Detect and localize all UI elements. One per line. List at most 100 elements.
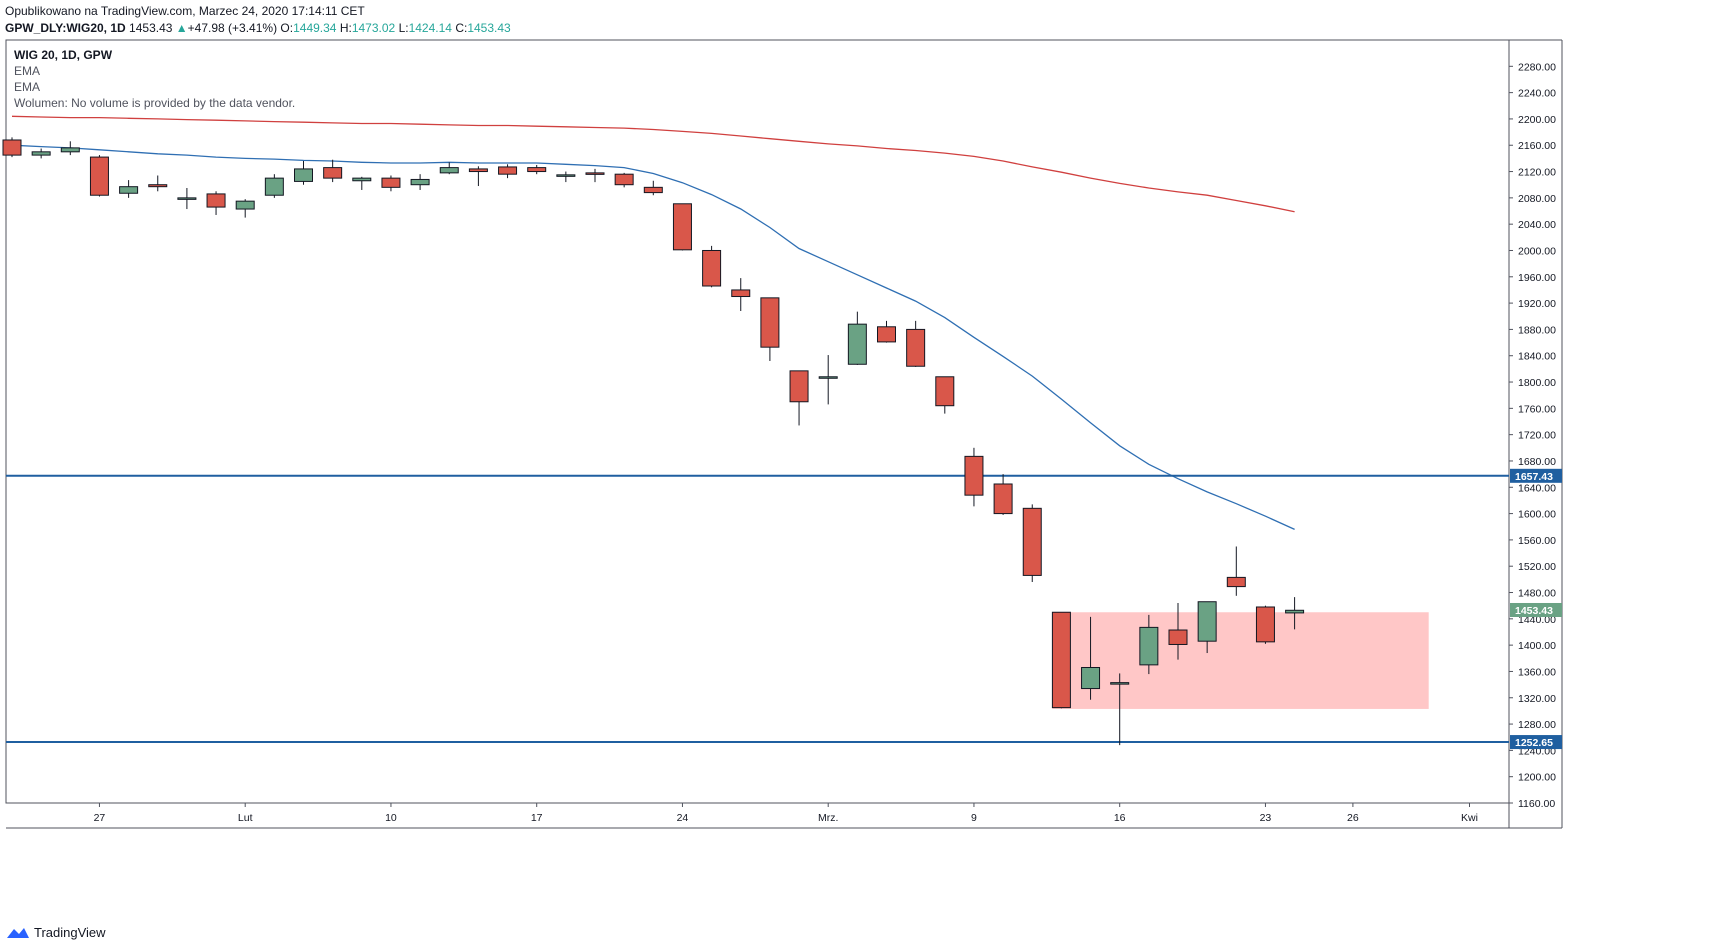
y-tick-label: 1160.00 xyxy=(1518,798,1555,810)
x-tick-label: 9 xyxy=(971,812,977,824)
y-tick-label: 1400.00 xyxy=(1518,640,1556,652)
level-price-label: 1657.43 xyxy=(1515,471,1553,483)
candle-body[interactable] xyxy=(818,376,838,379)
y-tick-label: 2080.00 xyxy=(1518,193,1556,205)
candle-body[interactable] xyxy=(2,139,22,156)
x-tick-label: 24 xyxy=(677,812,689,824)
symbol-name: GPW_DLY:WIG20, 1D xyxy=(5,21,126,35)
candle-body[interactable] xyxy=(439,167,459,174)
candle-body[interactable] xyxy=(789,370,809,403)
candle-body[interactable] xyxy=(381,177,401,188)
candle-body[interactable] xyxy=(1197,601,1217,642)
candle-body[interactable] xyxy=(585,172,605,175)
candle-body[interactable] xyxy=(177,197,197,200)
footer-brand-label: TradingView xyxy=(34,925,106,940)
candle-body[interactable] xyxy=(148,184,168,188)
x-tick-label: 17 xyxy=(531,812,543,824)
candle-body[interactable] xyxy=(1051,611,1071,709)
candle-body[interactable] xyxy=(468,168,488,173)
y-tick-label: 2120.00 xyxy=(1518,167,1556,179)
candle-body[interactable] xyxy=(760,297,780,348)
x-tick-label: 26 xyxy=(1347,812,1359,824)
support-zone-rectangle[interactable] xyxy=(1052,612,1429,709)
candle-body[interactable] xyxy=(731,289,751,298)
y-tick-label: 1760.00 xyxy=(1518,403,1556,415)
candle-body[interactable] xyxy=(964,455,984,496)
candle-body[interactable] xyxy=(1081,667,1101,690)
up-triangle-icon: ▲ xyxy=(175,21,188,35)
y-tick-label: 1880.00 xyxy=(1518,324,1556,336)
y-tick-label: 1600.00 xyxy=(1518,509,1556,521)
candle-body[interactable] xyxy=(847,323,867,365)
candle-body[interactable] xyxy=(498,166,518,175)
candle-body[interactable] xyxy=(1139,626,1159,666)
legend-ema-2[interactable]: EMA xyxy=(14,80,41,94)
candle-body[interactable] xyxy=(1226,576,1246,588)
candle-body[interactable] xyxy=(119,186,139,194)
y-tick-label: 2040.00 xyxy=(1518,219,1556,231)
candle-body[interactable] xyxy=(1255,606,1275,643)
candle-body[interactable] xyxy=(352,177,372,182)
candle-body[interactable] xyxy=(323,167,343,179)
candle-body[interactable] xyxy=(410,178,430,186)
y-tick-label: 1840.00 xyxy=(1518,351,1556,363)
candle-body[interactable] xyxy=(206,193,226,208)
ema-fast-line[interactable] xyxy=(11,144,1295,530)
open-value: 1449.34 xyxy=(293,21,337,35)
y-tick-label: 1200.00 xyxy=(1518,772,1556,784)
candle-body[interactable] xyxy=(935,376,955,407)
candle-body[interactable] xyxy=(993,483,1013,515)
candle-body[interactable] xyxy=(264,177,284,196)
ema-slow-line[interactable] xyxy=(11,115,1295,213)
candle-body[interactable] xyxy=(1022,507,1042,576)
y-tick-label: 1640.00 xyxy=(1518,482,1556,494)
candle-body[interactable] xyxy=(235,200,255,210)
candle-body[interactable] xyxy=(1285,609,1305,614)
last-price: 1453.43 xyxy=(129,21,173,35)
candle-body[interactable] xyxy=(527,167,547,173)
x-tick-label: 10 xyxy=(385,812,397,824)
level-price-label: 1252.65 xyxy=(1515,737,1553,749)
y-tick-label: 2200.00 xyxy=(1518,114,1556,126)
y-tick-label: 1920.00 xyxy=(1518,298,1556,310)
x-tick-label: Lut xyxy=(238,812,253,824)
x-tick-label: Kwi xyxy=(1461,812,1478,824)
candle-body[interactable] xyxy=(556,174,576,177)
candle-body[interactable] xyxy=(60,147,80,153)
y-tick-label: 2240.00 xyxy=(1518,88,1556,100)
close-label: C: xyxy=(455,21,468,35)
candle-body[interactable] xyxy=(294,168,313,182)
y-tick-label: 2280.00 xyxy=(1518,61,1556,73)
x-tick-label: Mrz. xyxy=(818,812,838,824)
tradingview-logo-icon xyxy=(7,927,29,938)
x-tick-label: 27 xyxy=(94,812,106,824)
symbol-info-bar: GPW_DLY:WIG20, 1D 1453.43 ▲+47.98 (+3.41… xyxy=(5,21,511,35)
candle-body[interactable] xyxy=(906,328,926,367)
high-value: 1473.02 xyxy=(351,21,396,35)
legend-ema-1[interactable]: EMA xyxy=(14,64,41,78)
candle-body[interactable] xyxy=(614,173,634,186)
y-tick-label: 1800.00 xyxy=(1518,377,1556,389)
open-label: O: xyxy=(280,21,294,35)
y-tick-label: 1960.00 xyxy=(1518,272,1556,284)
y-tick-label: 1680.00 xyxy=(1518,456,1556,468)
footer-brand[interactable]: TradingView xyxy=(6,925,106,940)
candle-body[interactable] xyxy=(877,326,896,343)
price-change: +47.98 (+3.41%) xyxy=(187,21,278,35)
candle-body[interactable] xyxy=(643,186,663,194)
candle-body[interactable] xyxy=(31,151,51,156)
legend-volume[interactable]: Wolumen: No volume is provided by the da… xyxy=(14,96,296,110)
candle-body[interactable] xyxy=(1168,629,1188,645)
close-value: 1453.43 xyxy=(467,21,511,35)
last-price-label: 1453.43 xyxy=(1515,605,1553,617)
level-price-tag xyxy=(1510,735,1562,750)
candle-body[interactable] xyxy=(89,156,109,196)
y-tick-label: 2160.00 xyxy=(1518,140,1556,152)
y-tick-label: 1560.00 xyxy=(1518,535,1556,547)
candle-body[interactable] xyxy=(702,249,722,287)
candle-body[interactable] xyxy=(1110,682,1130,685)
published-info: Opublikowano na TradingView.com, Marzec … xyxy=(5,4,365,18)
y-tick-label: 1480.00 xyxy=(1518,588,1556,600)
candle-body[interactable] xyxy=(672,203,692,251)
